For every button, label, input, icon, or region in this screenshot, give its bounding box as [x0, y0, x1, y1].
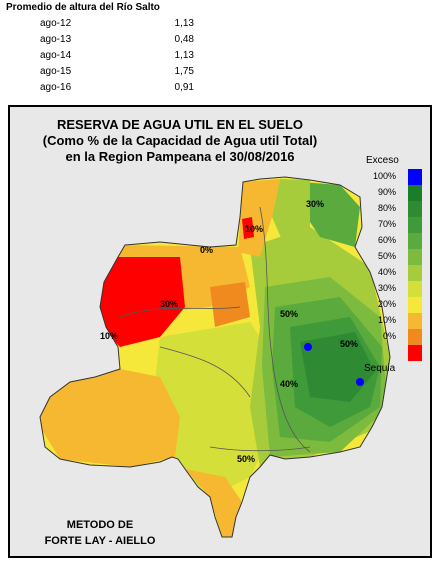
- legend-top-label: Exceso: [366, 155, 399, 166]
- contour-label: 0%: [200, 245, 213, 255]
- row-value: 1,13: [174, 50, 194, 61]
- legend-item: 100%: [362, 169, 430, 185]
- legend-item: 60%: [362, 233, 430, 249]
- legend-swatch: [408, 345, 422, 361]
- contour-line: [119, 306, 241, 318]
- map-title-line: en la Region Pampeana el 30/08/2016: [65, 149, 295, 164]
- legend-item: 0%: [362, 329, 430, 345]
- row-date: ago-16: [40, 82, 72, 93]
- contour-label: 10%: [100, 331, 118, 341]
- legend-label: 100%: [372, 171, 396, 181]
- row-date: ago-14: [40, 50, 72, 61]
- legend-label: 70%: [377, 219, 396, 229]
- method-line: METODO DE: [66, 519, 134, 531]
- legend-swatch: [408, 313, 422, 329]
- contour-label: 30%: [160, 299, 178, 309]
- legend-swatch: [408, 233, 422, 249]
- river-height-table: ago-12 1,13 ago-13 0,48 ago-14 1,13 ago-…: [0, 16, 200, 96]
- legend-label: 30%: [377, 283, 396, 293]
- legend-label: 50%: [377, 251, 396, 261]
- map-title-line: RESERVA DE AGUA UTIL EN EL SUELO: [56, 117, 304, 132]
- legend-item: 50%: [362, 249, 430, 265]
- legend-label: 10%: [377, 315, 396, 325]
- legend-item: 20%: [362, 297, 430, 313]
- legend-swatch: [408, 281, 422, 297]
- soil-water-map-panel: 0% 30% 10% 50% 30% 50% 10% 40% 50% RESER…: [8, 105, 432, 558]
- table-row: ago-14 1,13: [0, 48, 200, 64]
- legend-swatch: [408, 265, 422, 281]
- legend-item: 80%: [362, 201, 430, 217]
- legend-item: 40%: [362, 265, 430, 281]
- legend-item: 70%: [362, 217, 430, 233]
- map-title-line: (Como % de la Capacidad de Agua util Tot…: [42, 133, 318, 148]
- row-value: 0,48: [174, 34, 194, 45]
- table-row: ago-12 1,13: [0, 16, 200, 32]
- legend-label: 80%: [377, 203, 396, 213]
- legend-swatch: [408, 217, 422, 233]
- row-value: 0,91: [174, 82, 194, 93]
- region-outline: [39, 176, 391, 538]
- legend-item: [362, 345, 430, 361]
- legend-item: 10%: [362, 313, 430, 329]
- table-row: ago-15 1,75: [0, 64, 200, 80]
- legend-swatch: [408, 297, 422, 313]
- contour-label: 50%: [280, 309, 298, 319]
- legend-swatch: [408, 169, 422, 185]
- map-title: RESERVA DE AGUA UTIL EN EL SUELO (Como %…: [10, 117, 350, 165]
- row-value: 1,75: [174, 66, 194, 77]
- contour-label: 30%: [306, 199, 324, 209]
- method-caption: METODO DE FORTE LAY - AIELLO: [20, 517, 180, 549]
- contour-label: 40%: [280, 379, 298, 389]
- row-date: ago-13: [40, 34, 72, 45]
- row-value: 1,13: [174, 18, 194, 29]
- river-table-title: Promedio de altura del Río Salto: [6, 2, 160, 13]
- table-row: ago-13 0,48: [0, 32, 200, 48]
- legend-bottom-label: Sequia: [364, 363, 396, 374]
- contour-label: 50%: [237, 454, 255, 464]
- contour-line: [209, 446, 311, 452]
- pampeana-region-map: 0% 30% 10% 50% 30% 50% 10% 40% 50%: [39, 176, 391, 538]
- legend-swatch: [408, 185, 422, 201]
- legend-label: 0%: [382, 331, 396, 341]
- row-date: ago-15: [40, 66, 72, 77]
- contour-line: [259, 206, 311, 453]
- legend-item: 90%: [362, 185, 430, 201]
- legend-item: 30%: [362, 281, 430, 297]
- table-row: ago-16 0,91: [0, 80, 200, 96]
- legend-label: 90%: [377, 187, 396, 197]
- contour-line: [159, 346, 251, 398]
- legend-swatch: [408, 201, 422, 217]
- legend-label: 20%: [377, 299, 396, 309]
- method-line: FORTE LAY - AIELLO: [44, 535, 156, 547]
- contour-label: 10%: [245, 224, 263, 234]
- legend-swatch: [408, 329, 422, 345]
- row-date: ago-12: [40, 18, 72, 29]
- contour-label: 50%: [340, 339, 358, 349]
- legend-swatch: [408, 249, 422, 265]
- legend-label: 60%: [377, 235, 396, 245]
- legend-label: 40%: [377, 267, 396, 277]
